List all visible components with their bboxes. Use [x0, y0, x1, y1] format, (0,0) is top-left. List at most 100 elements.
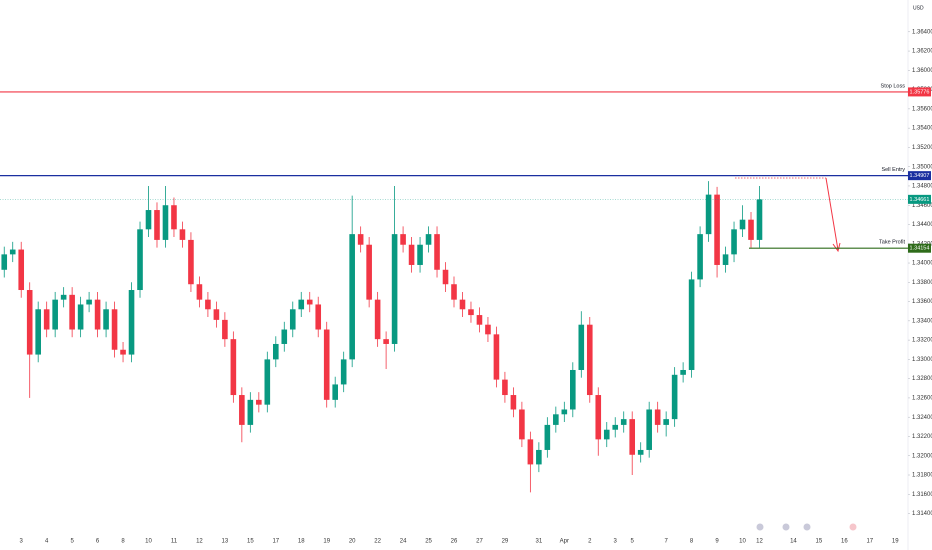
y-tick-label: 1.32200	[912, 434, 932, 440]
y-tick-label: 1.33200	[912, 338, 932, 344]
currency-label: USD	[913, 5, 924, 11]
candle-body	[77, 304, 84, 330]
candle-body	[1, 254, 8, 270]
candle-body	[578, 324, 585, 370]
y-tick-label: 1.35000	[912, 164, 932, 170]
candle-body	[103, 309, 109, 330]
candle-body	[26, 290, 33, 355]
candle-body	[748, 219, 754, 240]
candle-body	[60, 294, 67, 300]
y-tick-label: 1.34400	[912, 222, 932, 228]
x-tick-label: 5	[631, 539, 635, 545]
candle-body	[620, 419, 627, 425]
candle-body	[340, 359, 347, 385]
event-icon[interactable]	[803, 523, 811, 531]
candle-body	[502, 379, 508, 396]
y-tick-label: 1.36000	[912, 68, 932, 74]
x-tick-label: 16	[841, 539, 848, 545]
last-price-tag	[908, 194, 931, 204]
x-tick-label: 12	[196, 539, 203, 545]
candle-body	[425, 234, 432, 245]
x-tick-label: 18	[298, 539, 305, 545]
candle-body	[527, 439, 534, 465]
candle-body	[323, 329, 330, 400]
candle-body	[400, 234, 406, 245]
y-tick-label: 1.33000	[912, 357, 932, 363]
candle-body	[264, 359, 271, 405]
x-tick-label: Apr	[560, 539, 569, 545]
candle-body	[145, 210, 152, 230]
level-name: Take Profit	[879, 240, 905, 246]
event-icon[interactable]	[756, 523, 764, 531]
candle-body	[374, 299, 381, 340]
level-name: Stop Loss	[881, 83, 906, 89]
event-icon[interactable]	[849, 523, 857, 531]
candle-body	[357, 234, 364, 245]
level-name: Sell Entry	[881, 167, 905, 173]
x-tick-label: 29	[502, 539, 509, 545]
price-tag	[908, 87, 931, 97]
candle-body	[739, 219, 746, 230]
candle-body	[612, 424, 619, 430]
x-tick-label: 13	[222, 539, 229, 545]
candle-body	[536, 449, 542, 465]
candle-body	[637, 449, 644, 455]
x-tick-label: 20	[349, 539, 356, 545]
event-icons	[756, 523, 857, 531]
event-icon[interactable]	[782, 523, 790, 531]
y-tick-label: 1.31400	[912, 511, 932, 517]
candle-body	[35, 309, 41, 355]
candle-body	[188, 239, 194, 285]
candle-body	[281, 329, 288, 344]
candle-body	[519, 409, 525, 440]
candle-body	[120, 349, 126, 355]
candle-body	[272, 343, 279, 360]
plot-area	[1, 181, 763, 493]
price-tag	[908, 243, 931, 253]
x-tick-label: 10	[145, 539, 152, 545]
y-tick-label: 1.36400	[912, 29, 932, 35]
candle-body	[654, 409, 661, 425]
candle-body	[306, 299, 313, 305]
candle-body	[561, 409, 568, 415]
candle-body	[731, 229, 737, 255]
x-tick-label: 12	[756, 539, 763, 545]
y-tick-label: 1.33600	[912, 299, 932, 305]
x-tick-label: 17	[866, 539, 873, 545]
candle-body	[383, 339, 389, 344]
y-tick-label: 1.34000	[912, 261, 932, 267]
x-tick-label: 26	[451, 539, 458, 545]
candle-body	[69, 294, 75, 330]
candle-body	[179, 229, 186, 240]
candle-body	[349, 234, 355, 360]
x-tick-label: 15	[247, 539, 254, 545]
candle-body	[544, 424, 551, 450]
candle-body	[595, 395, 602, 440]
candle-body	[485, 324, 491, 335]
candle-body	[722, 254, 729, 265]
x-tick-label: 10	[739, 539, 746, 545]
x-tick-label: 19	[892, 539, 899, 545]
y-tick-label: 1.35200	[912, 145, 932, 151]
candle-body	[239, 395, 245, 425]
x-tick-label: 8	[121, 539, 125, 545]
candle-body	[629, 419, 636, 455]
candle-body	[697, 234, 703, 280]
candle-body	[289, 309, 296, 330]
candle-body	[247, 399, 254, 425]
candle-body	[671, 374, 678, 420]
candle-body	[256, 399, 262, 405]
candle-body	[154, 210, 160, 240]
y-tick-label: 1.33400	[912, 318, 932, 324]
arrow-shaft	[825, 177, 839, 251]
candle-body	[603, 429, 610, 440]
x-tick-label: 7	[664, 539, 668, 545]
x-tick-label: 2	[588, 539, 592, 545]
x-tick-label: 6	[96, 539, 100, 545]
x-tick-label: 24	[400, 539, 407, 545]
candle-body	[94, 299, 101, 330]
y-tick-label: 1.32000	[912, 453, 932, 459]
candle-body	[570, 369, 576, 410]
candle-body	[459, 299, 466, 310]
